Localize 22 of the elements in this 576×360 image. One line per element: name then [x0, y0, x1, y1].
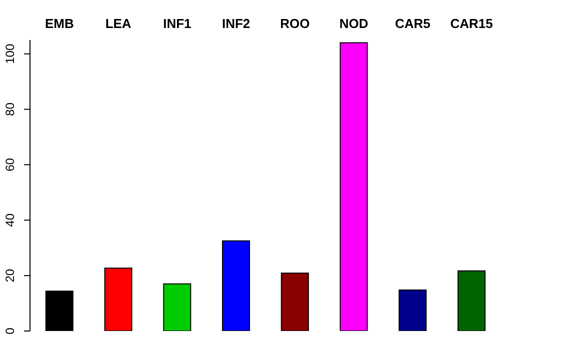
x-tick-label: INF1: [163, 16, 192, 31]
x-tick-label: NOD: [339, 16, 368, 31]
bar: [398, 289, 427, 331]
x-tick-label: CAR15: [450, 16, 493, 31]
bar: [458, 270, 486, 331]
x-tick-label: INF2: [222, 16, 250, 31]
bar: [163, 283, 192, 331]
x-tick-label: LEA: [105, 16, 132, 31]
x-tick-label: CAR5: [394, 16, 430, 31]
y-tick-label: 0: [3, 327, 17, 334]
bar: [280, 272, 309, 331]
bar: [45, 290, 74, 331]
x-tick-label: EMB: [44, 16, 74, 31]
bar: [340, 42, 368, 331]
x-tick-label: ROO: [280, 16, 310, 31]
bar: [222, 240, 250, 331]
bar: [104, 268, 132, 331]
y-tick-label: 80: [3, 102, 17, 116]
y-tick-label: 60: [3, 158, 17, 172]
y-tick-label: 20: [3, 268, 17, 282]
y-tick-label: 100: [3, 44, 17, 64]
y-tick-label: 40: [3, 213, 17, 227]
